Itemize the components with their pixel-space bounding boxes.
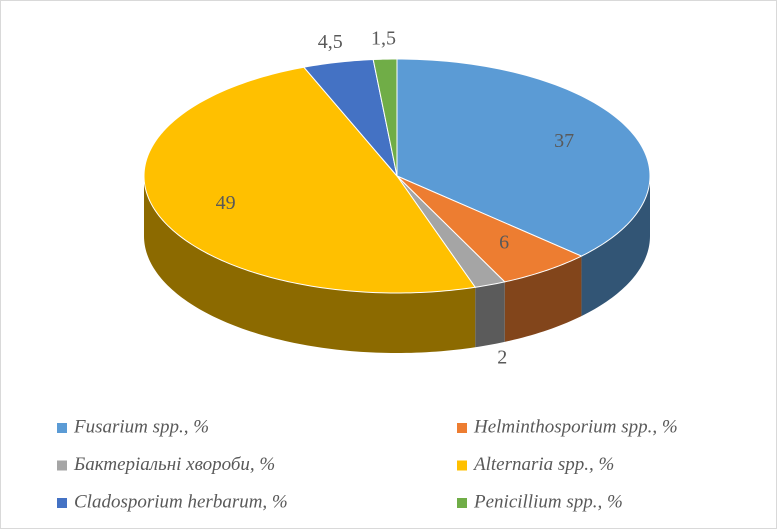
slice — [396, 58, 651, 257]
legend-label: Бактеріальні хвороби, % — [73, 454, 275, 475]
data-label: 6 — [499, 232, 509, 254]
data-label: 37 — [554, 130, 574, 152]
slice — [372, 58, 398, 177]
data-label: 1,5 — [371, 28, 396, 50]
data-label: 2 — [497, 347, 507, 369]
slice-side — [581, 176, 650, 317]
slice — [396, 175, 583, 283]
legend-swatch — [457, 423, 467, 433]
legend-swatch — [457, 460, 467, 471]
legend-swatch — [57, 460, 67, 471]
slice-side — [475, 281, 505, 348]
legend-label: Cladosporium herbarum, % — [74, 491, 288, 512]
legend-label: Helminthosporium spp., % — [473, 416, 678, 437]
legend-swatch — [57, 498, 67, 508]
slice — [396, 175, 506, 288]
data-label: 4,5 — [318, 31, 343, 53]
slice — [143, 66, 477, 294]
legend-swatch — [457, 498, 467, 508]
legend-swatch — [57, 423, 67, 433]
legend-label: Fusarium spp., % — [73, 416, 209, 437]
slice-side — [144, 176, 476, 353]
data-label: 49 — [216, 192, 236, 214]
legend-label: Penicillium spp., % — [473, 491, 623, 512]
slice — [302, 58, 398, 178]
legend-label: Alternaria spp., % — [472, 454, 614, 475]
